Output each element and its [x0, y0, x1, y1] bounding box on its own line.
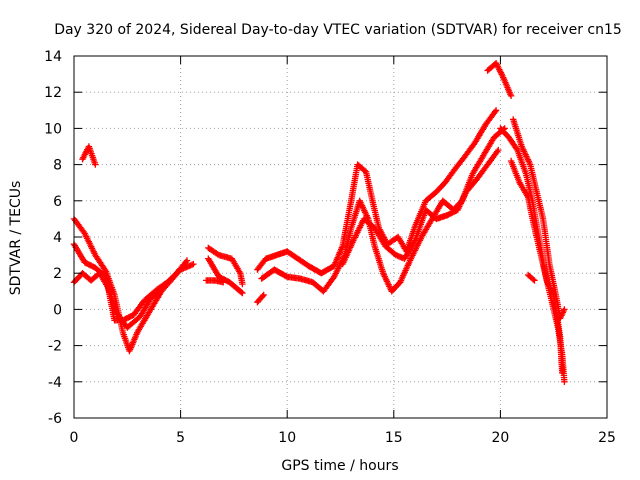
y-tick-label: 0 — [53, 302, 62, 318]
chart-title: Day 320 of 2024, Sidereal Day-to-day VTE… — [54, 22, 622, 38]
data-segment — [203, 277, 227, 286]
data-segment — [507, 157, 566, 376]
data-segment — [79, 143, 99, 168]
data-point-markers — [254, 107, 500, 277]
data-segment — [524, 271, 538, 284]
data-segment — [258, 125, 508, 295]
y-tick-label: 6 — [53, 194, 62, 210]
x-tick-label: 10 — [278, 430, 296, 446]
y-tick-label: 12 — [44, 85, 62, 101]
data-segment — [484, 60, 515, 99]
x-tick-label: 5 — [176, 430, 185, 446]
data-segment — [254, 107, 500, 277]
data-points — [70, 60, 568, 385]
x-tick-label: 15 — [385, 430, 403, 446]
data-point-markers — [205, 244, 246, 288]
y-tick-label: 8 — [53, 158, 62, 174]
y-tick-label: 2 — [53, 266, 62, 282]
y-tick-label: 4 — [53, 230, 62, 246]
y-tick-label: -6 — [48, 411, 62, 427]
plot-frame — [73, 55, 608, 419]
data-point-markers — [339, 146, 502, 268]
data-segment — [70, 215, 191, 355]
data-point-markers — [484, 60, 515, 99]
data-point-markers — [524, 271, 538, 284]
y-tick-label: 14 — [44, 49, 62, 65]
y-tick-label: -4 — [48, 375, 62, 391]
x-axis-ticks: 0 5 10 15 20 25 — [70, 56, 616, 446]
data-segment — [254, 291, 267, 306]
y-axis-ticks: -6 -4 -2 0 2 4 6 8 10 12 14 — [44, 49, 607, 427]
data-point-markers — [70, 260, 197, 331]
y-axis-label: SDTVAR / TECUs — [8, 181, 24, 296]
data-point-markers — [258, 125, 508, 295]
y-tick-label: 10 — [44, 121, 62, 137]
data-segment — [205, 244, 246, 288]
grid-lines — [74, 56, 607, 418]
data-segment — [205, 255, 246, 297]
data-point-markers — [254, 291, 267, 306]
y-tick-label: -2 — [48, 339, 62, 355]
data-point-markers — [205, 255, 246, 297]
data-point-markers — [507, 157, 566, 376]
data-point-markers — [203, 277, 227, 286]
x-tick-label: 25 — [598, 430, 616, 446]
x-axis-label: GPS time / hours — [281, 458, 398, 474]
data-segment — [70, 260, 197, 331]
x-tick-label: 0 — [70, 430, 79, 446]
data-segment — [339, 146, 502, 268]
data-point-markers — [70, 215, 191, 355]
x-tick-label: 20 — [491, 430, 509, 446]
data-point-markers — [79, 143, 99, 168]
